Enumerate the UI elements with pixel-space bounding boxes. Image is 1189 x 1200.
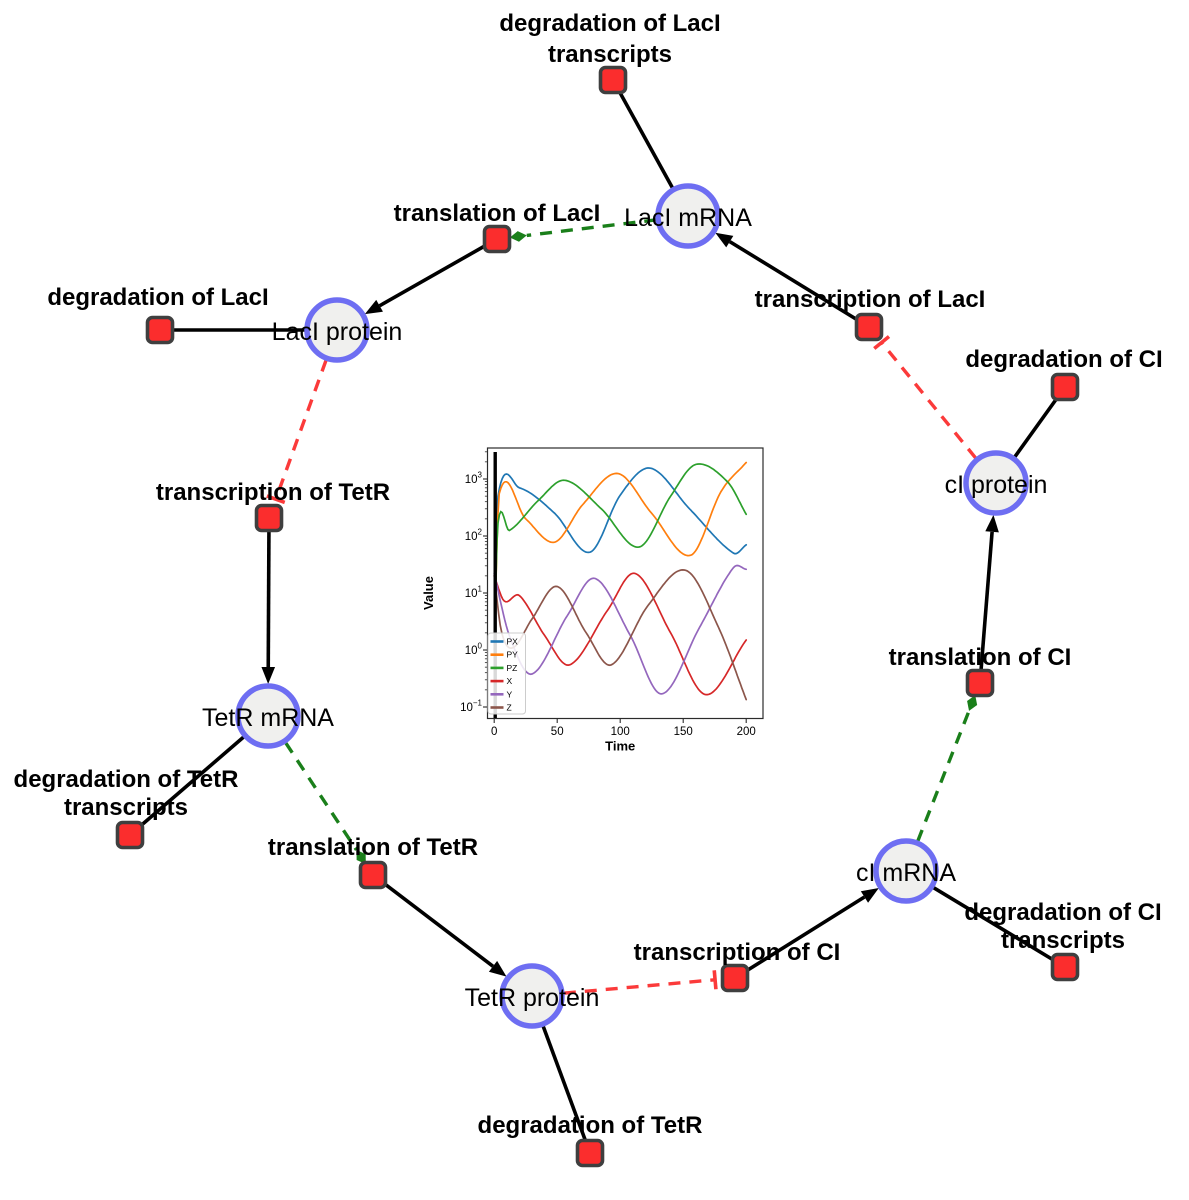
reaction-node-tl-tetr	[358, 860, 388, 890]
species-node-ci-mrna	[873, 838, 939, 904]
reaction-label-tx-tetr: transcription of TetR	[156, 479, 390, 506]
series-line-Z	[493, 569, 748, 701]
reaction-label-tl-laci: translation of LacI	[394, 200, 601, 227]
species-label-laci-protein: LacI protein	[272, 318, 403, 346]
reaction-label-deg-tetr-tx-line2: transcripts	[64, 794, 188, 821]
label-layer: degradation of LacI transcripts translatio…	[14, 10, 1163, 1139]
reaction-node-deg-tetr	[575, 1138, 605, 1168]
y-tick-label-1e2: 102	[465, 528, 483, 544]
y-tick-label-1e1: 101	[465, 585, 483, 601]
edge-inhibition-tetr-protein-to-tx-ci	[563, 970, 718, 995]
legend-label-Y: Y	[507, 689, 513, 699]
reaction-node-deg-ci-tx	[1050, 952, 1080, 982]
reaction-label-deg-tetr: degradation of TetR	[478, 1112, 703, 1139]
reaction-label-deg-ci-tx-line2: transcripts	[1001, 927, 1125, 954]
series-line-Y	[493, 564, 748, 695]
reaction-node-deg-laci	[145, 315, 175, 345]
edge-catalysis-ci-mrna-to-tl-ci	[916, 695, 978, 842]
reaction-label-deg-ci: degradation of CI	[965, 346, 1162, 373]
reaction-node-tx-tetr	[254, 503, 284, 533]
reaction-label-deg-tetr-tx-line1: degradation of TetR	[14, 766, 239, 793]
species-node-laci-protein	[304, 297, 370, 363]
y-axis-title: Value	[421, 576, 436, 610]
edge-consumption-ci-mrna-to-deg-ci-tx	[932, 885, 1066, 969]
series-line-PZ	[493, 463, 748, 651]
legend-label-PZ: PZ	[507, 663, 518, 673]
edge-production-tx-tetr-to-tetr-mrna	[261, 517, 276, 685]
edge-production-tl-ci-to-ci-protein	[978, 514, 999, 684]
reaction-label-deg-laci-tx-line1: degradation of LacI	[499, 10, 720, 37]
species-label-ci-mrna: cI mRNA	[856, 859, 956, 887]
species-label-laci-mrna: LacI mRNA	[624, 204, 752, 232]
reaction-label-deg-laci-tx-line2: transcripts	[548, 41, 672, 68]
edge-production-tx-ci-to-ci-mrna	[734, 887, 879, 980]
legend-label-X: X	[507, 676, 513, 686]
reaction-label-tx-ci: transcription of CI	[634, 939, 841, 966]
reaction-label-tl-tetr: translation of TetR	[268, 834, 478, 861]
species-node-tetr-mrna	[235, 683, 301, 749]
reaction-node-tx-laci	[854, 312, 884, 342]
reaction-label-tx-laci: transcription of LacI	[755, 286, 986, 313]
reaction-label-deg-ci-tx-line1: degradation of CI	[964, 899, 1161, 926]
edge-consumption-tetr-mrna-to-deg-tetr-tx	[128, 735, 245, 837]
chart-legend: PX PY PZ XYZ	[487, 632, 526, 715]
edge-catalysis-laci-mrna-to-tl-laci	[509, 218, 657, 242]
x-axis-title: Time	[605, 739, 635, 754]
reaction-label-deg-laci: degradation of LacI	[47, 284, 268, 311]
species-label-ci-protein: cI protein	[945, 471, 1048, 499]
chart-series-layer	[493, 452, 748, 718]
edge-consumption-laci-mrna-to-deg-laci-tx	[611, 79, 675, 189]
edge-consumption-tetr-protein-to-deg-tetr	[541, 1025, 592, 1154]
x-tick-label-100: 100	[611, 726, 630, 738]
legend-label-PY: PY	[507, 650, 519, 660]
species-node-ci-protein	[963, 450, 1029, 516]
series-line-PY	[493, 461, 748, 647]
edge-catalysis-tetr-mrna-to-tl-tetr	[284, 741, 366, 865]
reaction-node-tl-laci	[482, 224, 512, 254]
y-tick-label-1e-1: 10−1	[460, 699, 482, 715]
edge-production-tx-laci-to-laci-mrna	[715, 232, 870, 329]
reaction-node-deg-laci-tx	[598, 65, 628, 95]
species-label-tetr-mrna: TetR mRNA	[202, 704, 334, 732]
reaction-node-tx-ci	[720, 963, 750, 993]
legend-label-PX: PX	[507, 637, 519, 647]
y-tick-label-1e0: 100	[465, 642, 483, 658]
y-tick-label-1e3: 103	[465, 471, 483, 487]
x-tick-label-150: 150	[674, 726, 693, 738]
edge-production-tl-laci-to-laci-protein	[364, 237, 498, 315]
reaction-node-tl-ci	[965, 668, 995, 698]
species-label-tetr-protein: TetR protein	[465, 984, 600, 1012]
edge-production-tl-tetr-to-tetr-protein	[371, 873, 507, 977]
species-node-tetr-protein	[499, 963, 565, 1029]
x-tick-label-200: 200	[737, 726, 756, 738]
reaction-node-deg-ci	[1050, 372, 1080, 402]
reaction-node-deg-tetr-tx	[115, 820, 145, 850]
series-line-X	[493, 572, 748, 696]
x-tick-label-50: 50	[551, 726, 564, 738]
series-line-PX	[493, 467, 748, 641]
edge-inhibition-ci-protein-to-tx-laci	[873, 335, 978, 460]
reaction-label-tl-ci: translation of CI	[889, 644, 1072, 671]
node-layer	[115, 65, 1080, 1168]
edge-layer	[128, 79, 1067, 1154]
edge-inhibition-laci-protein-to-tx-tetr	[266, 359, 328, 505]
x-tick-label-0: 0	[491, 726, 497, 738]
species-node-laci-mrna	[655, 183, 721, 249]
legend-label-Z: Z	[507, 703, 512, 713]
